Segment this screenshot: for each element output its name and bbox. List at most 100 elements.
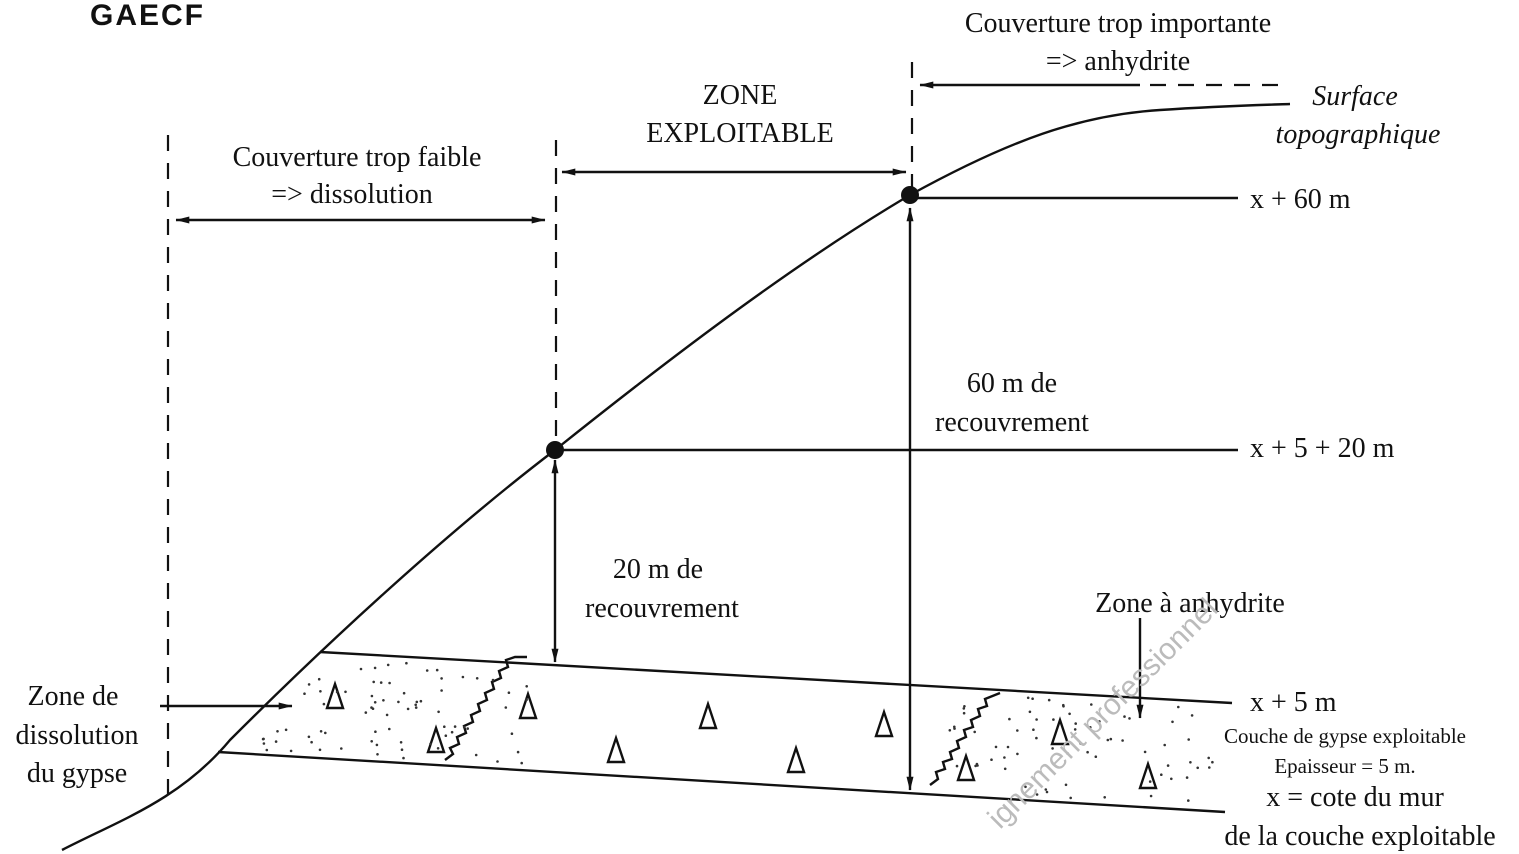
dot — [401, 748, 404, 751]
label: x = cote du mur — [1266, 782, 1444, 813]
dot — [310, 741, 313, 744]
dot — [1110, 738, 1113, 741]
label: du gypse — [27, 758, 127, 789]
dot — [525, 685, 528, 688]
dot — [963, 712, 966, 715]
dot — [476, 677, 479, 680]
label: Couche de gypse exploitable — [1224, 724, 1466, 748]
dot — [308, 683, 311, 686]
dot — [416, 701, 419, 704]
dot — [1187, 799, 1190, 802]
dot — [376, 753, 379, 756]
dot — [1170, 778, 1173, 781]
dot — [336, 691, 339, 694]
dot — [454, 725, 457, 728]
dot — [1003, 756, 1006, 759]
triangle — [1140, 764, 1156, 788]
dot — [1035, 718, 1038, 721]
dot — [462, 676, 465, 679]
dot — [319, 749, 322, 752]
dot — [1160, 773, 1163, 776]
label: Surface — [1312, 81, 1398, 112]
dot — [262, 738, 265, 741]
dot — [1016, 729, 1019, 732]
dot — [285, 729, 288, 732]
triangle — [327, 684, 343, 708]
dot — [963, 705, 966, 708]
dot — [380, 681, 383, 684]
dot — [505, 706, 508, 709]
label: 20 m de — [613, 554, 703, 585]
label: x + 5 m — [1250, 687, 1337, 718]
label: EXPLOITABLE — [646, 118, 834, 149]
label: topographique — [1276, 119, 1441, 150]
dot — [1107, 739, 1110, 742]
dot — [426, 669, 429, 672]
dot — [320, 730, 323, 733]
dot — [436, 669, 439, 672]
dot — [1007, 746, 1010, 749]
dot — [387, 664, 390, 667]
dot — [440, 677, 443, 680]
dot — [1103, 796, 1106, 799]
dot — [370, 706, 373, 709]
layer-top — [320, 652, 1232, 703]
dot — [1008, 718, 1011, 721]
dot — [1031, 697, 1034, 700]
dot — [1196, 767, 1199, 770]
point — [546, 441, 564, 459]
dot — [290, 750, 293, 753]
dot — [525, 698, 528, 701]
dot — [443, 725, 446, 728]
dot — [275, 740, 278, 743]
triangle — [788, 748, 804, 772]
dot — [376, 744, 379, 747]
dot — [407, 708, 410, 711]
dot — [420, 700, 423, 703]
dot — [414, 704, 417, 707]
dot — [520, 762, 523, 765]
dot — [990, 758, 993, 761]
dot — [1149, 780, 1152, 783]
dot — [415, 706, 418, 709]
dot — [365, 711, 368, 714]
dot — [374, 667, 377, 670]
dot — [956, 765, 959, 768]
dot — [263, 742, 266, 745]
dot — [1048, 699, 1051, 702]
dot — [1068, 713, 1071, 716]
dot — [382, 699, 385, 702]
dot — [429, 743, 432, 746]
dot — [451, 731, 454, 734]
label: ZONE — [703, 80, 778, 111]
label: Couverture trop faible — [233, 142, 482, 173]
dot — [400, 741, 403, 744]
watermark: ignement professionnel — [982, 592, 1225, 835]
dot — [266, 749, 269, 752]
dot — [440, 689, 443, 692]
dot — [949, 729, 952, 732]
dot — [1189, 761, 1192, 764]
dot — [1211, 761, 1214, 764]
dot — [517, 751, 520, 754]
dot — [1052, 718, 1055, 721]
diagram: GAECF Couverture trop importante => anhy… — [0, 0, 1519, 854]
label: recouvrement — [585, 593, 739, 624]
dot — [371, 695, 374, 698]
dot — [492, 679, 495, 682]
dot — [1163, 744, 1166, 747]
dot — [402, 757, 405, 760]
dot — [323, 703, 326, 706]
triangle — [428, 728, 444, 752]
dot — [303, 692, 306, 695]
dot — [1144, 751, 1147, 754]
label: Epaisseur = 5 m. — [1274, 754, 1415, 778]
label: => anhydrite — [1046, 46, 1190, 77]
dot — [374, 730, 377, 733]
dot — [405, 662, 408, 665]
dot — [388, 728, 391, 731]
dot — [511, 732, 514, 735]
dot — [324, 732, 327, 735]
dot — [1095, 755, 1098, 758]
dot — [508, 691, 511, 694]
